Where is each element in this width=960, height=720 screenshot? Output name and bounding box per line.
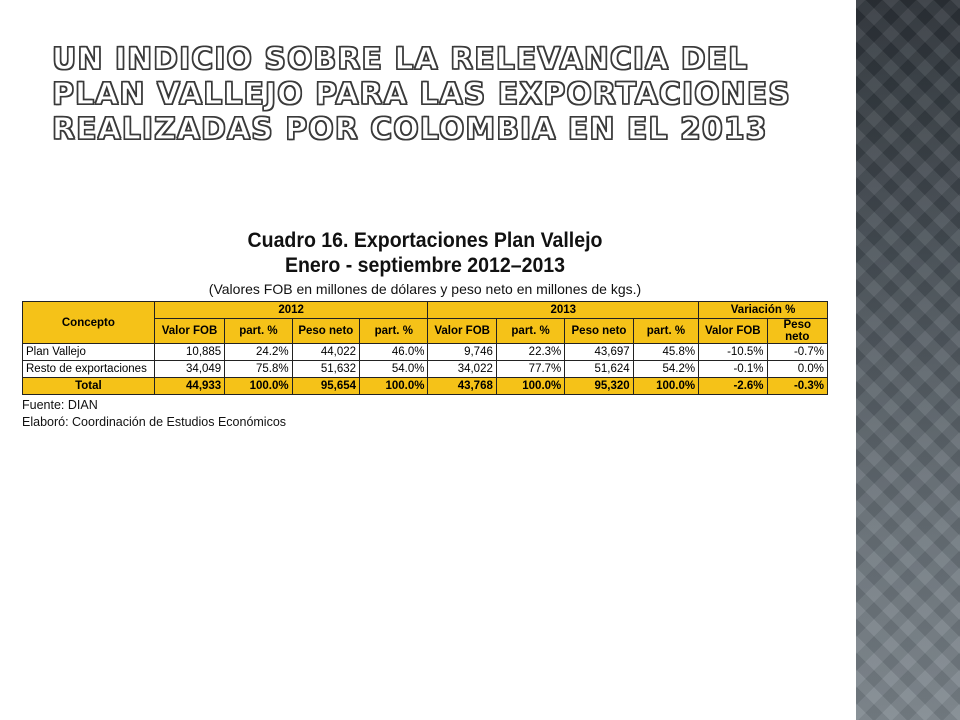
table-cell: 45.8% <box>632 343 700 361</box>
subheader-cell: part. % <box>632 318 700 344</box>
table-title-line1: Cuadro 16. Exportaciones Plan Vallejo <box>247 229 603 252</box>
table-cell: 100.0% <box>359 377 429 395</box>
table-subtitle: (Valores FOB en millones de dólares y pe… <box>208 281 642 297</box>
table-cell: 44,022 <box>291 343 361 361</box>
subheader-cell: Peso neto <box>766 318 829 344</box>
header-2013: 2013 <box>427 301 700 319</box>
table-cell: -0.1% <box>698 360 768 378</box>
table-cell: 44,933 <box>153 377 226 395</box>
table-cell: 10,885 <box>153 343 226 361</box>
row-label: Resto de exportaciones <box>22 360 155 378</box>
table-cell: -0.7% <box>766 343 829 361</box>
table-cell: 54.0% <box>359 360 429 378</box>
table-row-plan-vallejo: Plan Vallejo 10,885 24.2% 44,022 46.0% 9… <box>22 343 829 361</box>
table-cell: 43,768 <box>427 377 497 395</box>
table-row-resto: Resto de exportaciones 34,049 75.8% 51,6… <box>22 360 829 378</box>
subheader-cell: Peso neto <box>564 318 634 344</box>
table-header-row-2: Valor FOB part. % Peso neto part. % Valo… <box>23 318 829 344</box>
subheader-cell: Valor FOB <box>427 318 497 344</box>
subheader-cell: Peso neto <box>291 318 361 344</box>
table-cell: 100.0% <box>632 377 700 395</box>
exports-table: Concepto 2012 2013 Variación % Valor FOB… <box>22 301 829 395</box>
table-cell: 34,049 <box>153 360 226 378</box>
table-cell: -2.6% <box>698 377 768 395</box>
table-cell: 51,624 <box>564 360 634 378</box>
table-cell: 51,632 <box>291 360 361 378</box>
table-cell: 95,320 <box>564 377 634 395</box>
source-note: Fuente: DIAN <box>22 398 98 412</box>
header-concepto: Concepto <box>22 301 155 344</box>
table-cell: 54.2% <box>632 360 700 378</box>
table-cell: 95,654 <box>291 377 361 395</box>
header-variacion: Variación % <box>698 301 828 319</box>
header-2012: 2012 <box>153 301 429 319</box>
table-cell: 100.0% <box>224 377 293 395</box>
table-cell: 43,697 <box>564 343 634 361</box>
table-block: Cuadro 16. Exportaciones Plan Vallejo En… <box>22 228 829 431</box>
table-cell: 34,022 <box>427 360 497 378</box>
table-header-row-1: Concepto 2012 2013 Variación % <box>22 301 828 344</box>
table-notes: Fuente: DIAN Elaboró: Coordinación de Es… <box>22 397 828 431</box>
subheader-cell: Valor FOB <box>153 318 226 344</box>
table-cell: 22.3% <box>495 343 566 361</box>
subheader-cell: part. % <box>224 318 293 344</box>
author-note: Elaboró: Coordinación de Estudios Económ… <box>22 415 287 429</box>
table-cell: 24.2% <box>224 343 293 361</box>
row-label: Plan Vallejo <box>22 343 155 361</box>
subheader-cell: Valor FOB <box>698 318 768 344</box>
table-cell: 77.7% <box>495 360 566 378</box>
decorative-sidebar <box>856 0 960 720</box>
table-cell: -0.3% <box>766 377 829 395</box>
table-cell: 75.8% <box>224 360 293 378</box>
table-title-line2: Enero - septiembre 2012–2013 <box>284 254 566 277</box>
subheader-cell: part. % <box>359 318 429 344</box>
table-cell: 0.0% <box>766 360 829 378</box>
table-cell: -10.5% <box>698 343 768 361</box>
slide-title: Un indicio sobre la relevancia del Plan … <box>51 41 791 147</box>
table-cell: 100.0% <box>495 377 566 395</box>
row-label: Total <box>22 377 155 395</box>
table-cell: 46.0% <box>359 343 429 361</box>
subheader-cell: part. % <box>495 318 566 344</box>
table-cell: 9,746 <box>427 343 497 361</box>
table-row-total: Total 44,933 100.0% 95,654 100.0% 43,768… <box>22 377 829 395</box>
